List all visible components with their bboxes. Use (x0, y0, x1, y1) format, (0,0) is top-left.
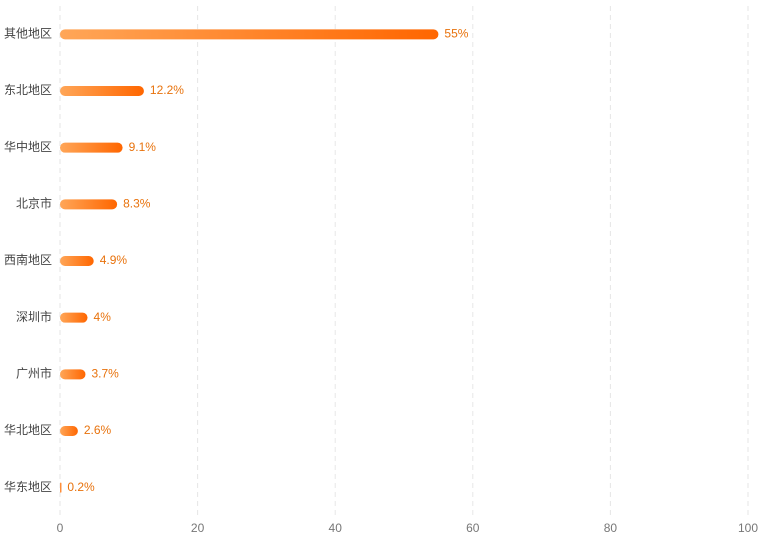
x-tick-label: 0 (57, 521, 64, 535)
y-tick-label: 东北地区 (4, 83, 52, 97)
bar (60, 142, 123, 153)
y-tick-label: 华东地区 (4, 480, 52, 494)
y-tick-label: 西南地区 (4, 252, 52, 267)
bar (60, 312, 88, 323)
y-tick-label: 深圳市 (16, 309, 52, 324)
y-tick-label: 其他地区 (4, 27, 52, 41)
y-tick-label: 华中地区 (4, 139, 52, 154)
y-tick-label: 广州市 (16, 366, 52, 381)
value-label: 9.1% (129, 140, 157, 154)
value-label: 4.9% (100, 253, 128, 267)
y-tick-label: 华北地区 (4, 423, 52, 437)
bar (60, 199, 118, 210)
value-label: 0.2% (67, 480, 95, 494)
value-label: 55% (444, 27, 468, 41)
value-label: 12.2% (150, 83, 184, 97)
y-tick-label: 北京市 (16, 196, 52, 211)
bar (60, 86, 144, 96)
x-tick-label: 20 (191, 521, 205, 535)
value-label: 3.7% (91, 367, 119, 381)
x-tick-label: 80 (604, 521, 618, 535)
bar (60, 256, 94, 266)
x-tick-label: 40 (329, 521, 343, 535)
bar (60, 426, 78, 436)
value-label: 2.6% (84, 423, 112, 437)
value-label: 8.3% (123, 197, 151, 211)
bar (60, 369, 86, 380)
x-tick-label: 100 (738, 521, 758, 535)
value-label: 4% (94, 310, 112, 324)
bar (60, 482, 62, 493)
bar (60, 29, 439, 40)
x-tick-label: 60 (466, 521, 480, 535)
